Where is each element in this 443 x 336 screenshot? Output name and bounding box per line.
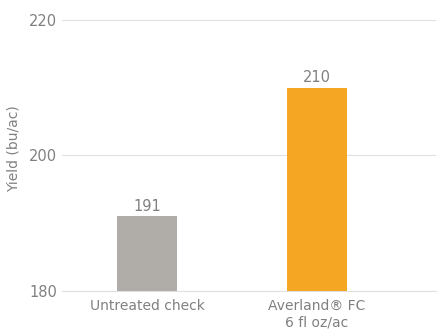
Text: 210: 210	[303, 70, 331, 85]
Bar	[117, 216, 177, 291]
Y-axis label: Yield (bu/ac): Yield (bu/ac)	[7, 106, 21, 192]
Bar	[288, 88, 347, 291]
Text: 191: 191	[133, 199, 161, 214]
